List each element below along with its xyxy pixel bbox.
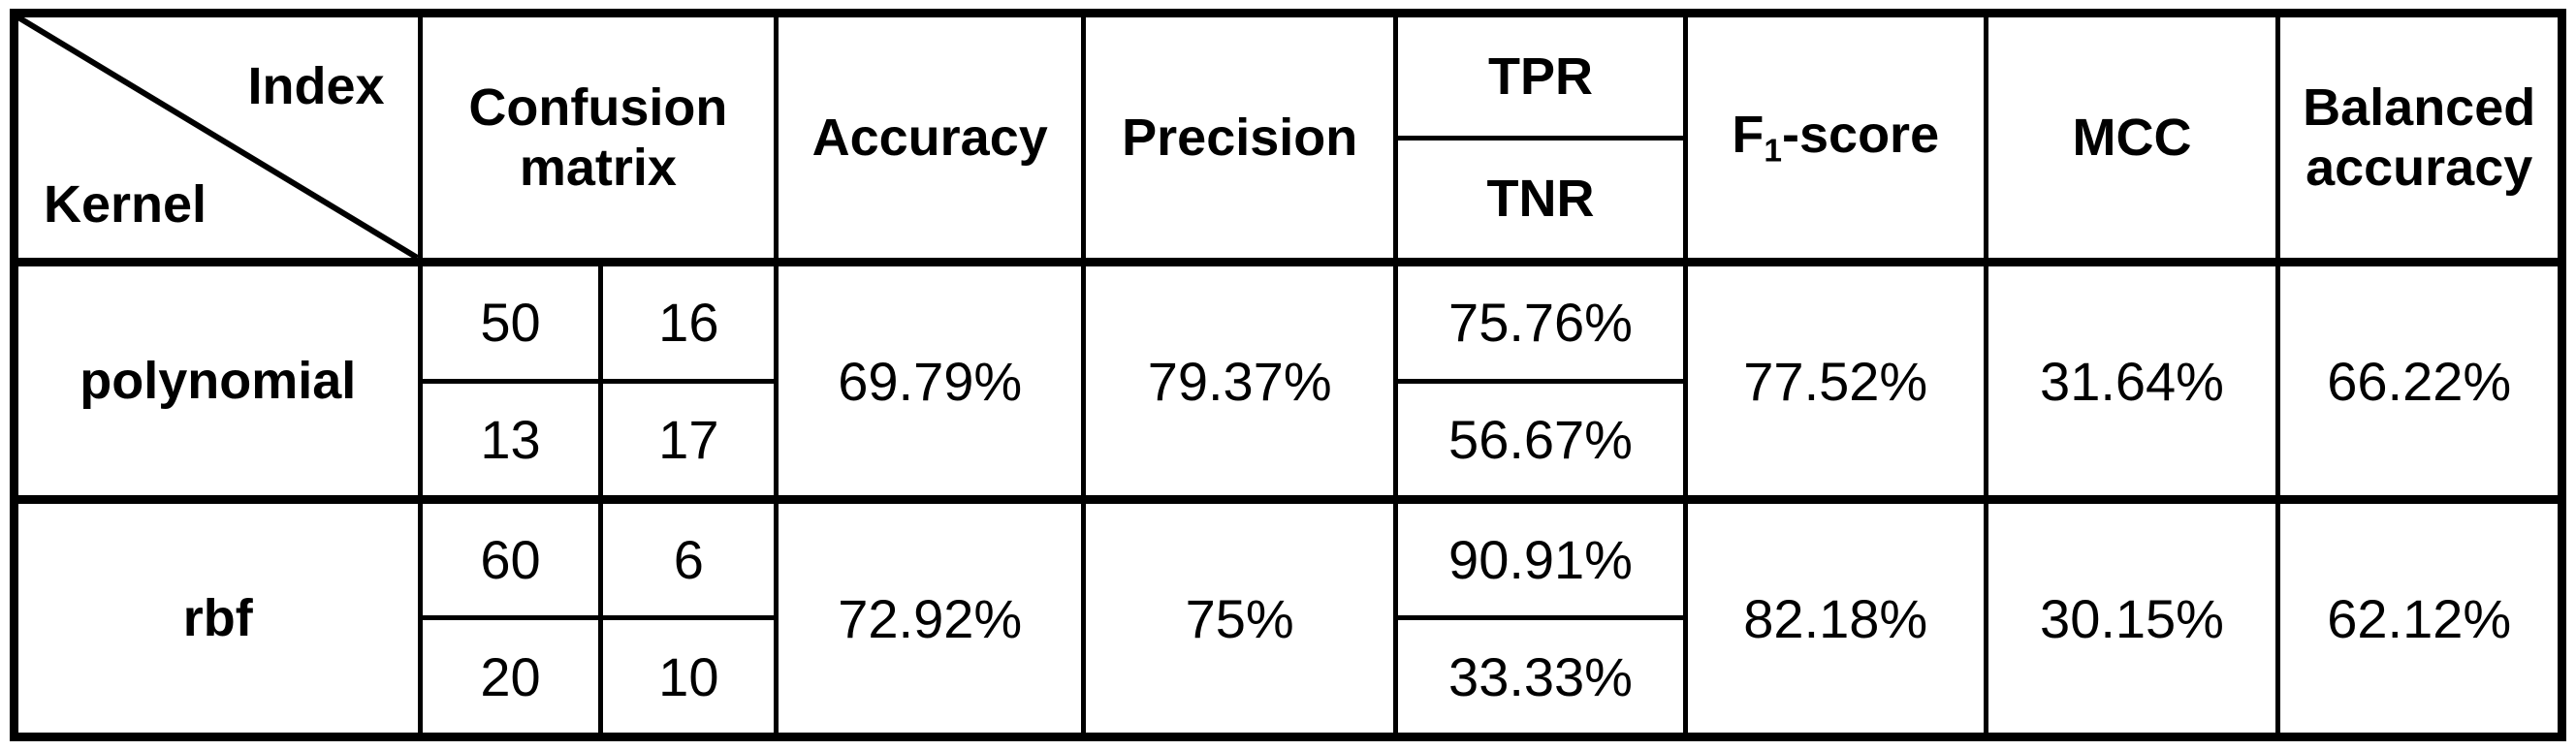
- diagonal-divider: [18, 17, 418, 258]
- confusion-cell-poly-fp: 13: [417, 378, 604, 503]
- confusion-cell-poly-tp: 50: [417, 258, 604, 384]
- confusion-cell-rbf-fp: 20: [417, 615, 604, 739]
- confusion-cell-rbf-fn: 6: [598, 494, 779, 621]
- mcc-cell-polynomial: 31.64%: [1983, 258, 2281, 502]
- index-label: Index: [247, 57, 385, 115]
- tnr-cell-rbf: 33.33%: [1393, 615, 1688, 739]
- confusion-cell-rbf-tn: 10: [598, 615, 779, 739]
- precision-cell-polynomial: 79.37%: [1081, 258, 1399, 502]
- header-cell-precision: Precision: [1081, 10, 1399, 266]
- accuracy-cell-polynomial: 69.79%: [774, 258, 1087, 502]
- f1-label-suffix: -score: [1782, 106, 1940, 165]
- f1-label-prefix: F: [1732, 106, 1765, 165]
- header-cell-confusion-matrix: Confusion matrix: [417, 10, 779, 266]
- header-cell-tnr: TNR: [1393, 135, 1688, 266]
- header-cell-balanced-accuracy: Balanced accuracy: [2275, 10, 2564, 266]
- results-table: Index Kernel Confusion matrix Accuracy P…: [10, 9, 2566, 741]
- tpr-cell-rbf: 90.91%: [1393, 494, 1688, 621]
- confusion-cell-rbf-tp: 60: [417, 494, 604, 621]
- f1-label-subscript: 1: [1764, 133, 1783, 170]
- confusion-cell-poly-tn: 17: [598, 378, 779, 503]
- confusion-cell-poly-fn: 16: [598, 258, 779, 384]
- kernel-label: Kernel: [44, 175, 207, 234]
- balanced-accuracy-cell-polynomial: 66.22%: [2275, 258, 2564, 502]
- balanced-accuracy-cell-rbf: 62.12%: [2275, 495, 2564, 739]
- accuracy-cell-rbf: 72.92%: [774, 495, 1087, 739]
- header-cell-accuracy: Accuracy: [774, 10, 1087, 266]
- f1-score-cell-polynomial: 77.52%: [1682, 258, 1988, 502]
- header-cell-mcc: MCC: [1983, 10, 2281, 266]
- mcc-cell-rbf: 30.15%: [1983, 495, 2281, 739]
- kernel-cell-polynomial: polynomial: [12, 258, 423, 502]
- header-cell-tpr: TPR: [1393, 11, 1688, 141]
- header-cell-f1-score: F1-score: [1682, 10, 1988, 266]
- kernel-index-header-cell: Index Kernel: [12, 10, 423, 266]
- tpr-cell-polynomial: 75.76%: [1393, 258, 1688, 384]
- f1-score-cell-rbf: 82.18%: [1682, 495, 1988, 739]
- tnr-cell-polynomial: 56.67%: [1393, 378, 1688, 503]
- kernel-cell-rbf: rbf: [12, 495, 423, 739]
- precision-cell-rbf: 75%: [1081, 495, 1399, 739]
